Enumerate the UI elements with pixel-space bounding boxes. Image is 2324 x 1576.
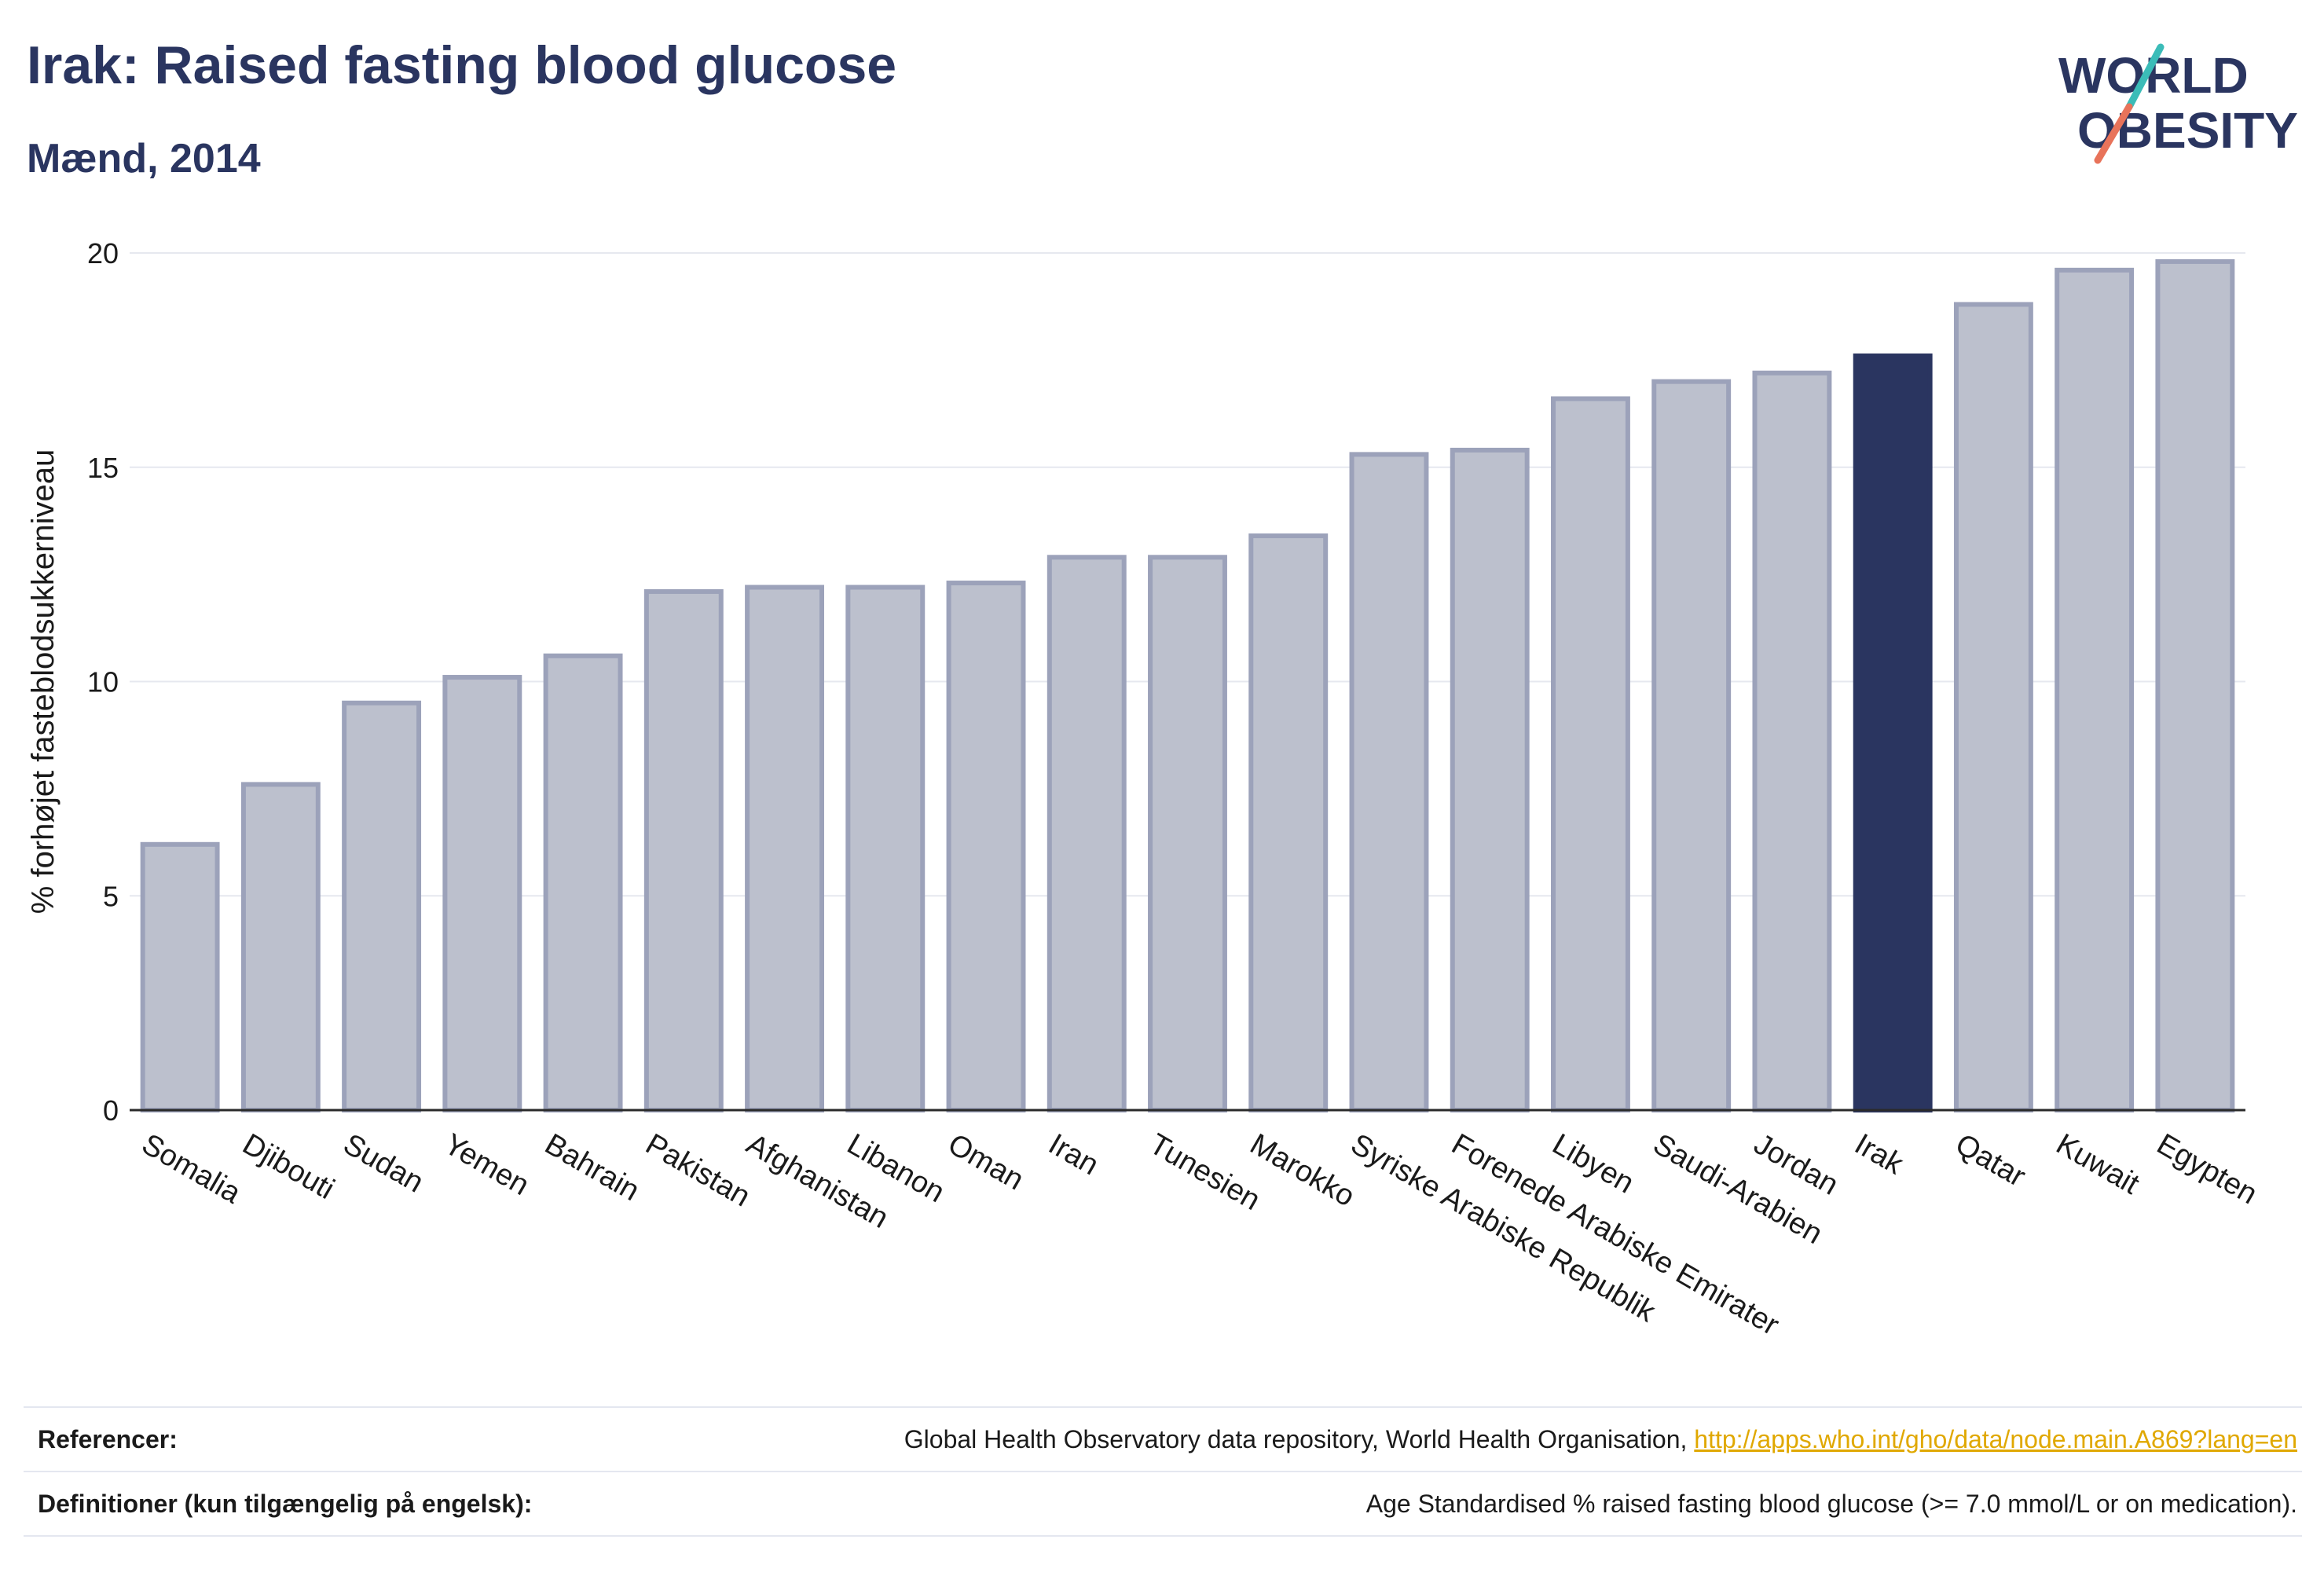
world-obesity-logo: WORLD OBESITY: [2043, 31, 2310, 173]
chart-subtitle: Mænd, 2014: [27, 136, 261, 181]
definitions-row: Definitioner (kun tilgængelig på engelsk…: [24, 1471, 2302, 1537]
x-tick-label: Pakistan: [640, 1127, 756, 1213]
y-tick-label: 0: [103, 1094, 119, 1127]
bar: [140, 841, 220, 1113]
y-tick-label: 10: [87, 666, 119, 698]
bar: [442, 675, 522, 1112]
bar: [1752, 370, 1832, 1112]
bar: [946, 581, 1026, 1112]
references-label: Referencer:: [38, 1424, 178, 1453]
y-tick-label: 5: [103, 880, 119, 912]
x-tick-label: Yemen: [438, 1127, 534, 1202]
x-tick-label: Oman: [942, 1127, 1029, 1197]
chart-title: Irak: Raised fasting blood glucose: [27, 35, 897, 95]
bar: [845, 585, 926, 1112]
y-tick-label: 20: [87, 237, 119, 269]
definitions-label: Definitioner (kun tilgængelig på engelsk…: [38, 1489, 533, 1518]
y-axis-label: % forhøjet fasteblodsukkerniveau: [26, 449, 60, 914]
bar: [1047, 555, 1127, 1112]
x-tick-label: Tunesien: [1144, 1127, 1266, 1217]
x-tick-label: Saudi-Arabien: [1648, 1127, 1828, 1251]
x-tick-label: Irak: [1849, 1127, 1909, 1182]
bar: [240, 782, 321, 1112]
x-tick-label: Kuwait: [2051, 1127, 2145, 1201]
x-tick-label: Bahrain: [539, 1127, 644, 1208]
bar: [2055, 267, 2135, 1113]
bar: [1349, 452, 1429, 1112]
x-tick-label: Marokko: [1244, 1127, 1360, 1213]
logo-slash-coral: [2094, 103, 2133, 164]
x-tick-label: Djibouti: [237, 1127, 340, 1206]
bar: [1651, 379, 1732, 1112]
bar: [2155, 258, 2235, 1112]
bar: [1551, 396, 1630, 1113]
references-row: Referencer: Global Health Observatory da…: [24, 1406, 2302, 1471]
bar: [1248, 533, 1329, 1112]
definitions-text: Age Standardised % raised fasting blood …: [1365, 1489, 2297, 1518]
references-link[interactable]: http://apps.who.int/gho/data/node.main.A…: [1694, 1424, 2297, 1453]
bar: [1148, 555, 1227, 1112]
x-tick-label: Iran: [1043, 1127, 1105, 1182]
bar: [745, 585, 824, 1112]
x-tick-label: Qatar: [1950, 1127, 2032, 1193]
y-tick-label: 15: [87, 452, 119, 484]
x-tick-label: Somalia: [136, 1127, 247, 1210]
x-tick-label: Sudan: [338, 1127, 429, 1199]
bar-highlight: [1853, 353, 1933, 1113]
bar: [342, 700, 422, 1112]
bar: [543, 653, 623, 1112]
references-text: Global Health Observatory data repositor…: [904, 1424, 1695, 1453]
x-tick-label: Egypten: [2151, 1127, 2263, 1211]
logo-slash-teal: [2125, 43, 2165, 111]
bar: [1953, 302, 2033, 1113]
bar: [643, 588, 724, 1112]
references-value: Global Health Observatory data repositor…: [904, 1425, 2302, 1454]
bar: [1450, 447, 1530, 1112]
